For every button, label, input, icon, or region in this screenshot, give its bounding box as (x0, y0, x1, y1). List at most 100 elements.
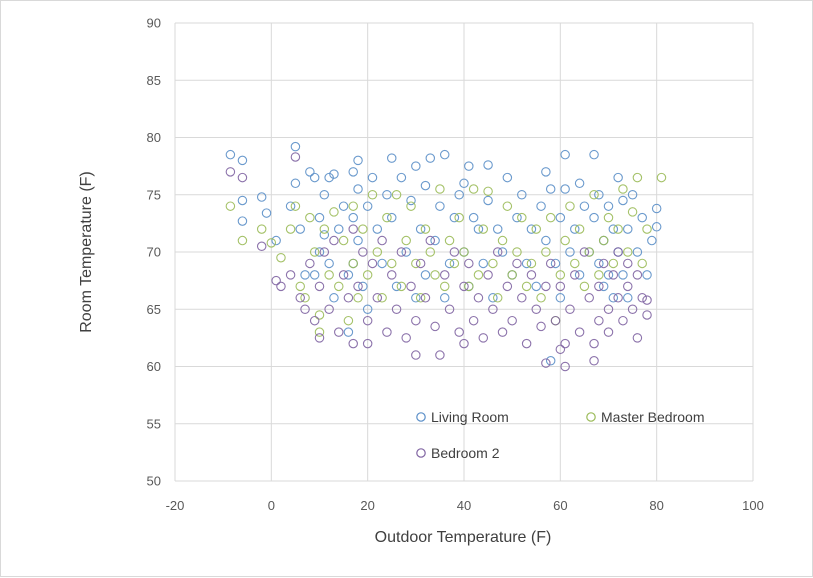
point-bedroom-2 (483, 270, 493, 280)
point-master-bedroom (295, 281, 305, 292)
point-living-room (420, 270, 431, 280)
point-bedroom-2 (521, 338, 532, 349)
point-living-room (565, 247, 575, 257)
point-master-bedroom (406, 201, 416, 211)
point-bedroom-2 (473, 293, 484, 303)
point-master-bedroom (348, 201, 358, 211)
point-bedroom-2 (256, 241, 267, 252)
point-master-bedroom (618, 184, 628, 194)
point-master-bedroom (382, 212, 392, 223)
point-living-room (623, 224, 633, 234)
point-master-bedroom (237, 235, 248, 246)
point-master-bedroom (444, 235, 455, 246)
point-living-room (271, 235, 281, 246)
point-master-bedroom (362, 270, 373, 280)
point-master-bedroom (425, 247, 436, 257)
point-living-room (314, 212, 325, 223)
point-bedroom-2 (497, 327, 508, 337)
point-bedroom-2 (449, 247, 460, 257)
legend-label-bedroom-2: Bedroom 2 (431, 445, 500, 461)
point-living-room (237, 216, 248, 226)
point-bedroom-2 (314, 333, 325, 343)
point-bedroom-2 (454, 327, 464, 337)
point-master-bedroom (517, 212, 527, 223)
point-living-room (651, 203, 662, 214)
point-living-room (377, 258, 387, 269)
point-bedroom-2 (570, 270, 580, 280)
point-bedroom-2 (396, 247, 407, 257)
point-master-bedroom (512, 247, 522, 257)
point-living-room (531, 281, 541, 292)
y-tick-label: 75 (147, 187, 161, 202)
point-living-room (521, 258, 532, 269)
point-master-bedroom (449, 258, 460, 269)
legend-marker-living-room (416, 412, 426, 422)
point-bedroom-2 (425, 235, 436, 246)
point-bedroom-2 (642, 295, 652, 305)
point-bedroom-2 (545, 258, 556, 269)
point-living-room (406, 195, 416, 206)
point-bedroom-2 (358, 247, 368, 257)
point-bedroom-2 (488, 304, 498, 314)
point-living-room (589, 212, 599, 223)
point-master-bedroom (521, 281, 532, 292)
point-living-room (439, 149, 450, 160)
point-bedroom-2 (507, 315, 517, 326)
point-bedroom-2 (623, 258, 633, 269)
point-living-room (579, 201, 590, 211)
point-bedroom-2 (338, 270, 349, 280)
point-living-room (603, 270, 614, 280)
point-bedroom-2 (237, 172, 248, 183)
point-bedroom-2 (608, 270, 619, 280)
point-master-bedroom (459, 247, 469, 257)
point-master-bedroom (545, 212, 556, 223)
point-master-bedroom (319, 224, 330, 234)
point-living-room (411, 161, 421, 171)
point-bedroom-2 (565, 304, 575, 314)
point-bedroom-2 (420, 293, 431, 303)
point-living-room (358, 281, 368, 292)
point-master-bedroom (598, 235, 609, 246)
point-master-bedroom (372, 247, 383, 257)
point-bedroom-2 (492, 247, 503, 257)
point-living-room (473, 224, 484, 234)
point-master-bedroom (483, 186, 493, 197)
point-living-room (637, 212, 647, 223)
point-bedroom-2 (362, 338, 373, 349)
point-master-bedroom (454, 212, 464, 223)
point-living-room (545, 184, 556, 194)
point-master-bedroom (353, 293, 363, 303)
point-master-bedroom (627, 207, 638, 217)
point-living-room (362, 201, 373, 211)
point-bedroom-2 (406, 281, 416, 292)
legend-label-living-room: Living Room (431, 409, 509, 425)
point-living-room (237, 155, 248, 166)
point-living-room (237, 195, 248, 206)
point-bedroom-2 (632, 333, 643, 343)
point-bedroom-2 (386, 270, 397, 280)
point-master-bedroom (266, 238, 277, 248)
point-living-room (492, 224, 503, 234)
point-bedroom-2 (343, 293, 354, 303)
point-living-room (290, 141, 301, 152)
point-bedroom-2 (295, 293, 305, 303)
point-living-room (454, 190, 464, 200)
point-master-bedroom (300, 293, 310, 303)
point-living-room (343, 270, 354, 280)
point-bedroom-2 (305, 258, 315, 269)
point-living-room (483, 160, 493, 170)
y-axis-title: Room Temperature (F) (78, 171, 95, 333)
point-master-bedroom (613, 224, 623, 234)
point-living-room (598, 281, 609, 292)
point-bedroom-2 (589, 356, 599, 366)
point-bedroom-2 (512, 258, 522, 269)
point-master-bedroom (338, 235, 349, 246)
y-tick-label: 90 (147, 16, 161, 31)
point-living-room (285, 201, 296, 211)
legend-marker-master-bedroom (586, 412, 596, 422)
point-living-room (541, 167, 551, 177)
point-master-bedroom (435, 184, 445, 194)
point-bedroom-2 (372, 293, 383, 303)
point-master-bedroom (396, 281, 407, 292)
point-master-bedroom (225, 201, 236, 211)
